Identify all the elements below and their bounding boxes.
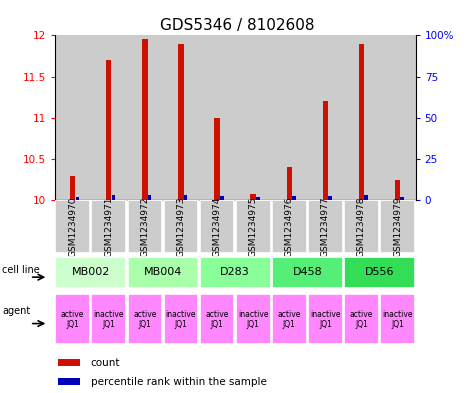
Bar [344,200,379,253]
Bar [178,44,184,200]
Bar [272,294,306,344]
Bar [58,359,80,366]
Text: GSM1234977: GSM1234977 [321,197,330,257]
Bar [92,200,126,253]
Text: GSM1234974: GSM1234974 [213,197,221,257]
Text: inactive
JQ1: inactive JQ1 [310,310,341,329]
Bar [256,197,260,200]
Bar [200,200,234,253]
Bar [323,101,328,200]
Text: count: count [91,358,120,368]
Bar [163,35,199,200]
Bar [235,35,271,200]
Text: D458: D458 [293,267,322,277]
Bar [220,196,224,200]
Bar [56,200,90,253]
Text: inactive
JQ1: inactive JQ1 [94,310,124,329]
Text: MB004: MB004 [144,267,182,277]
Bar [184,195,188,200]
Bar [112,195,115,200]
Bar [343,35,380,200]
Bar [128,200,162,253]
Text: active
JQ1: active JQ1 [61,310,85,329]
Bar [127,35,163,200]
Bar [307,35,343,200]
Bar [164,294,198,344]
Bar [308,294,342,344]
Bar [395,180,400,200]
Text: GSM1234979: GSM1234979 [393,197,402,257]
Bar [286,167,292,200]
Text: GSM1234971: GSM1234971 [104,197,113,257]
Text: GSM1234973: GSM1234973 [177,197,185,257]
Bar [92,294,126,344]
Bar [380,35,416,200]
Bar [214,118,220,200]
Text: GDS5346 / 8102608: GDS5346 / 8102608 [160,18,315,33]
Bar [328,196,332,200]
Text: D556: D556 [365,267,394,277]
Bar [200,294,234,344]
Text: GSM1234972: GSM1234972 [141,197,149,257]
Bar [236,294,270,344]
Text: GSM1234975: GSM1234975 [249,197,257,257]
Text: D283: D283 [220,267,250,277]
Text: active
JQ1: active JQ1 [133,310,157,329]
Bar [128,257,198,288]
Text: inactive
JQ1: inactive JQ1 [166,310,196,329]
Bar [70,176,76,200]
Bar [142,39,148,200]
Bar [58,378,80,385]
Bar [250,194,256,200]
Bar [200,257,270,288]
Bar [236,200,270,253]
Text: agent: agent [2,307,30,316]
Bar [272,200,306,253]
Bar [380,294,415,344]
Bar [164,200,198,253]
Text: MB002: MB002 [72,267,110,277]
Bar [76,197,79,200]
Bar [56,294,90,344]
Bar [55,35,91,200]
Bar [364,195,368,200]
Bar [271,35,307,200]
Text: inactive
JQ1: inactive JQ1 [382,310,413,329]
Text: active
JQ1: active JQ1 [277,310,301,329]
Bar [380,200,415,253]
Text: active
JQ1: active JQ1 [350,310,373,329]
Bar [199,35,235,200]
Bar [344,257,415,288]
Bar [400,197,404,200]
Bar [292,196,296,200]
Text: GSM1234976: GSM1234976 [285,197,294,257]
Bar [106,60,112,200]
Text: active
JQ1: active JQ1 [205,310,229,329]
Bar [359,44,364,200]
Bar [148,195,152,200]
Text: GSM1234978: GSM1234978 [357,197,366,257]
Text: percentile rank within the sample: percentile rank within the sample [91,376,266,387]
Bar [272,257,342,288]
Bar [128,294,162,344]
Bar [91,35,127,200]
Bar [308,200,342,253]
Text: GSM1234970: GSM1234970 [68,197,77,257]
Bar [344,294,379,344]
Text: cell line: cell line [2,266,40,275]
Bar [56,257,126,288]
Text: inactive
JQ1: inactive JQ1 [238,310,268,329]
